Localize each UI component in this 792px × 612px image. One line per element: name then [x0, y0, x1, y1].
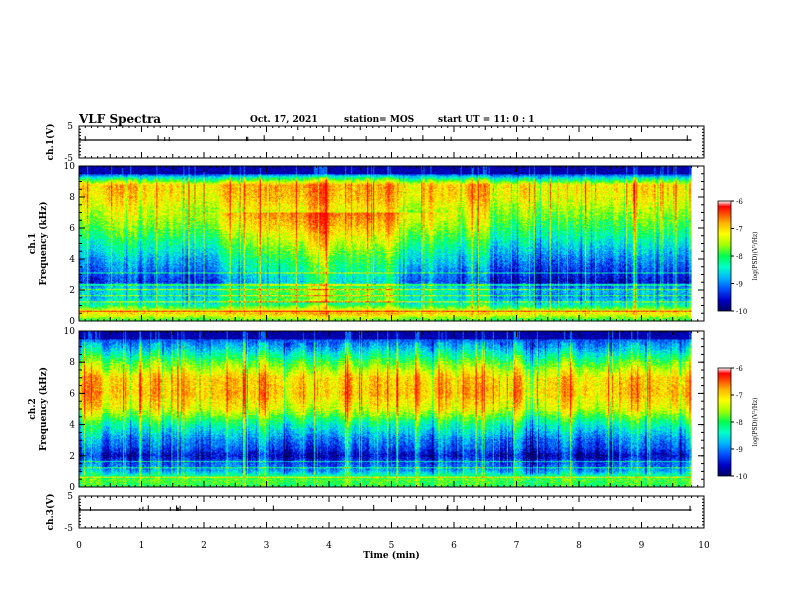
colorbar-tick-label: -6 [736, 198, 743, 206]
y-tick-label: 0 [69, 317, 75, 327]
spectrogram-channel-label: ch.1 [28, 233, 38, 254]
frequency-axis-label: Frequency (kHz) [38, 201, 49, 285]
ch2-spectrogram-image [79, 331, 692, 487]
y-tick-label: 0 [69, 483, 75, 493]
x-tick-label: 5 [389, 541, 395, 551]
ch1-spectrogram-image [79, 166, 692, 321]
x-tick-label: 10 [698, 541, 710, 551]
ch3-voltage-panel: 5 -5 [64, 492, 705, 534]
x-tick-label: 8 [576, 541, 582, 551]
y-tick-label: 8 [69, 193, 75, 203]
colorbar-tick-label: -10 [736, 473, 747, 481]
voltage-y-label: ch.1(V) [45, 124, 56, 161]
ch2-spectrogram-panel: 0 2 4 6 8 10 [64, 327, 705, 493]
x-tick-label: 0 [76, 541, 82, 551]
x-tick-label: 4 [326, 541, 332, 551]
colorbar-tick-label: -8 [736, 419, 743, 427]
spectrogram-channel-label: ch.2 [28, 398, 38, 419]
y-tick-label: -5 [64, 154, 73, 164]
x-tick-label: 9 [639, 541, 645, 551]
y-tick-label: 10 [64, 327, 76, 337]
y-axis-labels: ch.1(V)ch.3(V)ch.1 Frequency (kHz)ch.2 Fre… [28, 124, 56, 531]
y-tick-label: 10 [64, 162, 76, 172]
colorbar-tick-label: -9 [736, 281, 743, 289]
date-label: Oct. 17, 2021 [250, 115, 318, 125]
colorbar [717, 200, 732, 312]
colorbar-tick-label: -8 [736, 253, 743, 261]
y-tick-label: 6 [69, 224, 75, 234]
y-tick-label: 4 [69, 421, 75, 431]
y-tick-label: 5 [67, 492, 73, 502]
colorbar-tick-label: -6 [736, 365, 743, 373]
x-tick-label: 7 [514, 541, 520, 551]
time-axis: 0 1 2 3 4 5 6 7 8 9 10 Time (min) [76, 541, 710, 561]
colorbars: -6 -7 -8 -9 -10 log(PSD)(V²/Hz) -6 -7 -8 -9 -10 log… [717, 198, 759, 481]
colorbar-tick-label: -7 [736, 392, 743, 400]
ch1-voltage-panel: 5 -5 [64, 122, 705, 164]
y-tick-label: 8 [69, 358, 75, 368]
station-label: station= MOS [344, 115, 415, 125]
start-ut-label: start UT = 11: 0 : 1 [438, 115, 535, 125]
y-tick-label: 4 [69, 255, 75, 265]
y-tick-label: 2 [69, 452, 75, 462]
y-tick-label: -5 [64, 524, 73, 534]
y-tick-label: 6 [69, 389, 75, 399]
chart-title: VLF Spectra [79, 112, 162, 126]
colorbar-label: log(PSD)(V²/Hz) [752, 398, 759, 447]
y-tick-label: 5 [67, 122, 73, 132]
voltage-y-label: ch.3(V) [45, 494, 56, 531]
y-tick-label: 2 [69, 286, 75, 296]
x-tick-label: 2 [201, 541, 207, 551]
x-tick-label: 1 [139, 541, 145, 551]
x-axis-label: Time (min) [363, 550, 420, 561]
x-tick-label: 3 [264, 541, 270, 551]
colorbar-tick-label: -9 [736, 446, 743, 454]
colorbar-tick-label: -10 [736, 308, 747, 316]
colorbar-label: log(PSD)(V²/Hz) [752, 232, 759, 281]
ch1-spectrogram-panel: 0 2 4 6 8 10 [64, 162, 705, 327]
colorbar-tick-label: -7 [736, 226, 743, 234]
frequency-axis-label: Frequency (kHz) [38, 367, 49, 451]
colorbar [717, 367, 732, 477]
x-tick-label: 6 [451, 541, 457, 551]
